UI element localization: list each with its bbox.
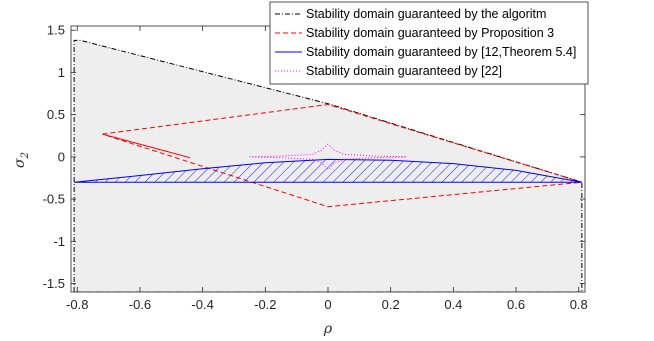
x-tick-label: 0 <box>324 297 331 312</box>
y-tick-label: -0.5 <box>43 192 65 207</box>
y-axis-label: σ2 <box>12 152 31 168</box>
x-tick-label: -0.4 <box>191 297 213 312</box>
x-tick-label: 0.2 <box>382 297 400 312</box>
y-axis-label-sub: 2 <box>20 152 31 159</box>
x-tick-label: -0.6 <box>129 297 151 312</box>
y-axis-label-main: σ <box>12 158 28 168</box>
legend-item-algorithm: Stability domain guaranteed by the algor… <box>275 7 546 21</box>
x-tick-label: 0.6 <box>507 297 525 312</box>
legend-item-ref22: Stability domain guaranteed by [22] <box>275 64 502 78</box>
y-tick-label: 1 <box>58 65 65 80</box>
tick-layer: -0.8 -0.6 -0.4 -0.2 0 0.2 0.4 0.6 0.8 1.5 1 0.5 0 -0.… <box>43 23 588 312</box>
legend-label-proposition: Stability domain guaranteed by Propositi… <box>306 26 554 40</box>
series-algorithm-line <box>73 39 583 292</box>
y-tick-label: 0.5 <box>47 107 65 122</box>
legend-item-proposition: Stability domain guaranteed by Propositi… <box>275 26 554 40</box>
x-tick-label: -0.2 <box>254 297 276 312</box>
x-tick-label: 0.8 <box>570 297 588 312</box>
legend-label-ref22: Stability domain guaranteed by [22] <box>306 64 502 78</box>
series-proposition-line <box>102 103 583 208</box>
x-tick-label: -0.8 <box>66 297 88 312</box>
x-axis-label: ρ <box>323 321 333 337</box>
y-tick-label: 0 <box>58 149 65 164</box>
y-tick-label: -1.5 <box>43 276 65 291</box>
legend-label-algorithm: Stability domain guaranteed by the algor… <box>306 7 546 21</box>
series-theorem-line <box>74 158 582 183</box>
x-tick-label: 0.4 <box>444 297 462 312</box>
series-theorem-hatch <box>74 159 582 183</box>
legend-label-theorem: Stability domain guaranteed by [12,Theor… <box>306 45 576 59</box>
svg-text:σ2: σ2 <box>12 152 31 168</box>
legend-item-theorem: Stability domain guaranteed by [12,Theor… <box>275 45 576 59</box>
y-tick-label: -1 <box>53 234 65 249</box>
legend-box <box>269 1 589 85</box>
series-ref22-line <box>249 143 407 171</box>
series-layer <box>73 39 583 292</box>
legend: Stability domain guaranteed by the algor… <box>269 1 589 85</box>
y-tick-label: 1.5 <box>47 23 65 38</box>
